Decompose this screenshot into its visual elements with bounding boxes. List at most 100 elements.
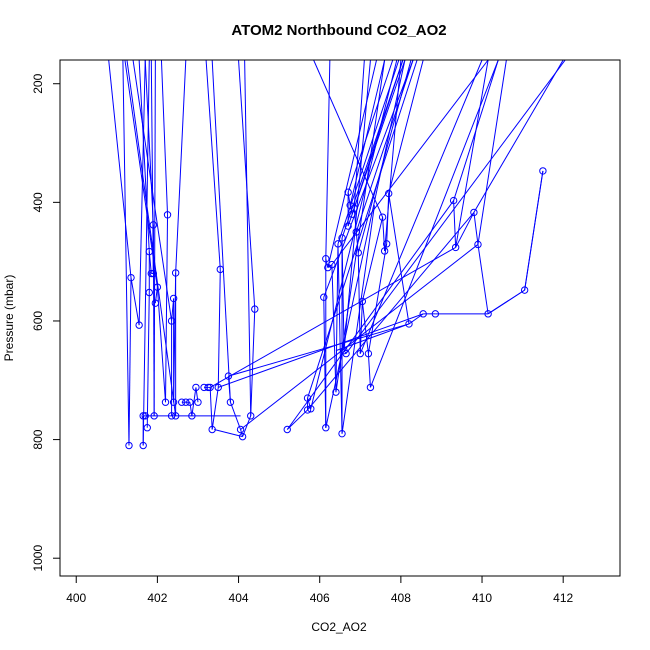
series-line [341, 205, 375, 434]
series-line [347, 192, 351, 206]
data-point [380, 247, 389, 255]
y-tick-label: 1000 [31, 545, 45, 572]
series-line [218, 313, 424, 388]
x-tick-label: 408 [391, 591, 411, 605]
series-line [250, 309, 256, 416]
series-line [211, 387, 219, 430]
data-point [247, 412, 255, 420]
data-point [470, 208, 478, 217]
series-markers [125, 167, 547, 450]
data-point [145, 288, 153, 297]
series-line [343, 60, 371, 351]
data-point [350, 204, 358, 212]
data-point [405, 320, 413, 328]
series-line [214, 429, 243, 438]
series-line [240, 244, 479, 430]
data-point [328, 260, 336, 269]
series-line [108, 60, 132, 278]
y-tick-label: 600 [31, 311, 45, 331]
data-point [307, 405, 315, 413]
series-line [325, 60, 406, 428]
data-point [419, 310, 427, 318]
series-line [146, 292, 150, 428]
series-line [337, 60, 400, 245]
series-line [323, 60, 414, 298]
series-lines [108, 60, 566, 446]
series-line [150, 60, 154, 274]
series-line [209, 387, 213, 430]
data-point [149, 221, 158, 229]
series-line [128, 277, 132, 446]
data-point [320, 293, 328, 301]
data-point [303, 406, 312, 414]
data-point [539, 167, 547, 175]
data-point [161, 398, 170, 406]
data-point [338, 234, 346, 242]
series-line [384, 60, 402, 252]
series-line [144, 60, 154, 225]
data-point [332, 388, 340, 396]
data-point [204, 383, 212, 392]
series-line [408, 313, 424, 325]
series-line [337, 243, 343, 434]
series-line [313, 60, 384, 218]
x-tick-label: 412 [553, 591, 573, 605]
series-line [160, 60, 169, 215]
data-point [449, 196, 458, 205]
data-point [167, 317, 176, 325]
data-point [378, 213, 387, 221]
x-tick-label: 410 [472, 591, 492, 605]
series-line [217, 269, 221, 388]
data-point [139, 441, 147, 450]
series-line [228, 323, 410, 377]
series-line [126, 60, 177, 416]
series-line [195, 387, 199, 403]
data-point [169, 398, 178, 406]
data-point [208, 425, 216, 434]
series-line [327, 264, 333, 268]
data-point [188, 412, 196, 420]
data-point [139, 412, 147, 420]
data-point [520, 286, 529, 294]
series-line [331, 264, 337, 393]
chart-title: ATOM2 Northbound CO2_AO2 [231, 22, 446, 39]
data-point [145, 247, 153, 256]
series-line [307, 60, 418, 399]
series-line [455, 212, 475, 248]
data-point [151, 299, 160, 307]
series-line [191, 387, 197, 416]
data-point [238, 432, 247, 441]
data-point [153, 283, 162, 291]
data-point [186, 398, 194, 406]
data-point [338, 429, 346, 438]
data-point [431, 310, 440, 318]
axes: 400 402 404 406 408 410 412 200 400 600 800 1000 [31, 73, 574, 605]
data-point [167, 412, 176, 420]
series-line [382, 217, 386, 252]
data-point [171, 269, 180, 277]
y-axis-label: Pressure (mbar) [2, 275, 16, 362]
series-line [357, 60, 412, 253]
data-point [178, 398, 186, 406]
series-line [165, 214, 169, 403]
series-line [355, 60, 414, 233]
series-line [327, 60, 378, 268]
series-line [369, 60, 499, 388]
data-point [322, 424, 330, 432]
data-point [303, 394, 312, 402]
series-line [211, 60, 231, 403]
data-point [334, 240, 342, 248]
x-tick-label: 402 [147, 591, 167, 605]
data-point [384, 189, 393, 198]
series-line [205, 60, 221, 270]
series-line [242, 415, 252, 437]
y-tick-label: 800 [31, 429, 45, 449]
series-line [477, 60, 507, 245]
data-point [135, 321, 143, 329]
data-point [171, 412, 180, 420]
data-point [150, 412, 158, 420]
x-tick-label: 400 [66, 591, 86, 605]
data-point [344, 188, 352, 196]
data-point [169, 294, 178, 303]
